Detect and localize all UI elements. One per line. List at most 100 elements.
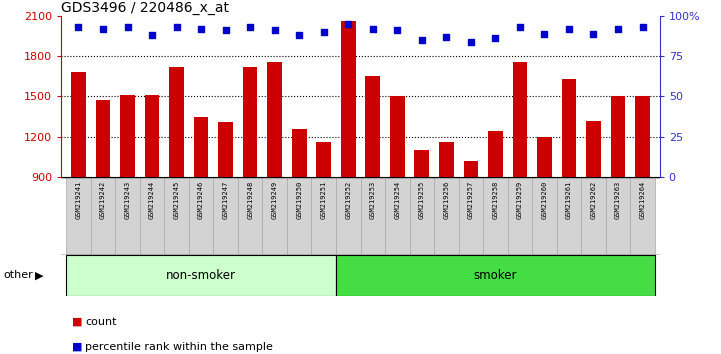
Bar [513,62,527,177]
Text: GSM219251: GSM219251 [321,181,327,219]
Point [195,26,207,32]
Bar [194,116,208,177]
Text: GDS3496 / 220486_x_at: GDS3496 / 220486_x_at [61,1,229,15]
Text: GSM219258: GSM219258 [492,181,498,219]
Bar [140,177,164,255]
Bar [120,95,135,177]
Bar [557,177,581,255]
Bar [66,177,91,255]
Bar [115,177,140,255]
Point [342,21,354,27]
Bar [243,67,257,177]
Text: GSM219241: GSM219241 [76,181,81,219]
Point [122,24,133,30]
Text: GSM219249: GSM219249 [272,181,278,219]
Bar [360,177,385,255]
Bar [96,101,110,177]
Text: GSM219250: GSM219250 [296,181,302,219]
Bar [317,142,331,177]
Bar [464,161,478,177]
Bar [586,121,601,177]
Text: GSM219262: GSM219262 [590,181,596,219]
Text: GSM219255: GSM219255 [419,181,425,219]
Text: GSM219242: GSM219242 [100,181,106,219]
Point [392,28,403,33]
Bar [71,72,86,177]
Bar [611,96,625,177]
Text: GSM219247: GSM219247 [223,181,229,219]
Text: GSM219261: GSM219261 [566,181,572,219]
Point [146,33,158,38]
Bar [562,79,576,177]
Bar [311,177,336,255]
Text: GSM219245: GSM219245 [174,181,180,219]
Point [465,39,477,45]
Text: ■: ■ [72,342,83,352]
Point [269,28,280,33]
Text: ▶: ▶ [35,270,43,280]
Point [539,31,550,36]
Point [490,36,501,41]
Bar [635,96,650,177]
Point [293,33,305,38]
Text: ■: ■ [72,317,83,327]
Bar [366,76,380,177]
Point [367,26,379,32]
Text: count: count [85,317,117,327]
Bar [390,96,404,177]
Text: GSM219252: GSM219252 [345,181,351,219]
Text: other: other [4,270,33,280]
Text: GSM219243: GSM219243 [125,181,131,219]
Bar [218,122,233,177]
Point [416,37,428,43]
Bar [581,177,606,255]
Text: GSM219244: GSM219244 [149,181,155,219]
Bar [336,255,655,296]
Bar [262,177,287,255]
Bar [537,137,552,177]
Bar [483,177,508,255]
Bar [238,177,262,255]
Bar [410,177,434,255]
Bar [287,177,311,255]
Bar [630,177,655,255]
Text: smoker: smoker [474,269,517,282]
Point [612,26,624,32]
Bar [292,129,306,177]
Point [514,24,526,30]
Text: GSM219264: GSM219264 [640,181,645,219]
Point [244,24,256,30]
Point [441,34,452,40]
Point [563,26,575,32]
Bar [532,177,557,255]
Bar [459,177,483,255]
Bar [341,21,355,177]
Bar [439,142,454,177]
Text: GSM219246: GSM219246 [198,181,204,219]
Text: GSM219259: GSM219259 [517,181,523,219]
Bar [267,62,282,177]
Bar [336,177,360,255]
Bar [434,177,459,255]
Text: GSM219257: GSM219257 [468,181,474,219]
Text: percentile rank within the sample: percentile rank within the sample [85,342,273,352]
Bar [145,95,159,177]
Bar [91,177,115,255]
Bar [66,255,336,296]
Bar [164,177,189,255]
Bar [189,177,213,255]
Text: GSM219248: GSM219248 [247,181,253,219]
Text: GSM219260: GSM219260 [541,181,547,219]
Text: GSM219253: GSM219253 [370,181,376,219]
Point [318,29,329,35]
Text: GSM219256: GSM219256 [443,181,449,219]
Point [588,31,599,36]
Bar [415,150,429,177]
Point [220,28,231,33]
Bar [508,177,532,255]
Point [97,26,109,32]
Text: non-smoker: non-smoker [166,269,236,282]
Bar [213,177,238,255]
Point [171,24,182,30]
Point [73,24,84,30]
